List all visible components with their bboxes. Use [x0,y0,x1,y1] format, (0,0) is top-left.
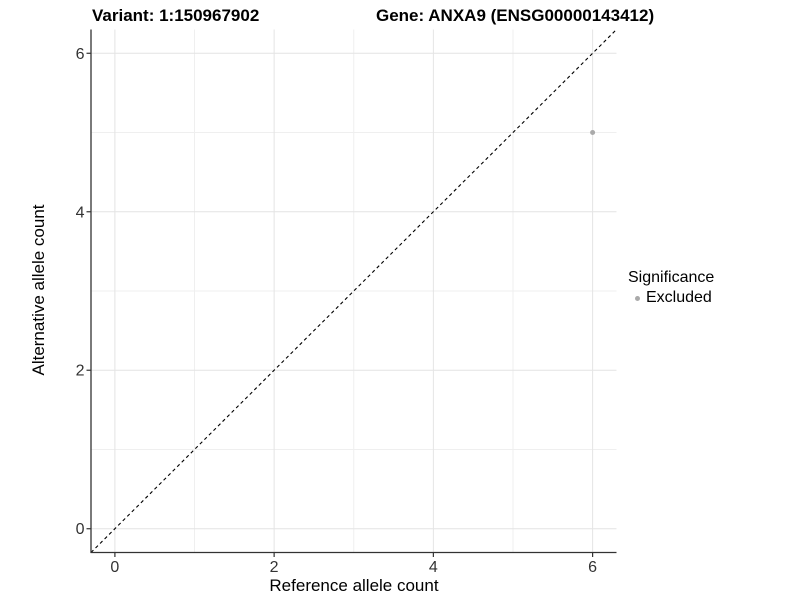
legend-title: Significance [628,269,715,286]
x-axis-tick-label: 2 [270,559,279,576]
identity-line [90,29,617,553]
legend-point-icon [635,295,640,301]
y-axis-tick-label: 6 [76,46,85,63]
legend-item-label: Excluded [646,289,712,306]
x-axis-tick-label: 4 [429,559,438,576]
data-point [590,130,596,136]
x-axis-tick-label: 0 [110,559,119,576]
y-axis-tick-label: 0 [76,521,85,538]
y-axis-tick-label: 4 [76,204,85,221]
x-axis-label: Reference allele count [269,576,439,595]
x-axis-tick-label: 6 [588,559,597,576]
legend: Significance Excluded [628,268,714,307]
y-axis-label: Alternative allele count [29,204,48,376]
legend-item-excluded: Excluded [628,289,714,307]
plot-title-gene: Gene: ANXA9 (ENSG00000143412) [376,6,655,25]
plot-title-variant: Variant: 1:150967902 [92,6,260,25]
y-axis-tick-label: 2 [76,363,85,380]
